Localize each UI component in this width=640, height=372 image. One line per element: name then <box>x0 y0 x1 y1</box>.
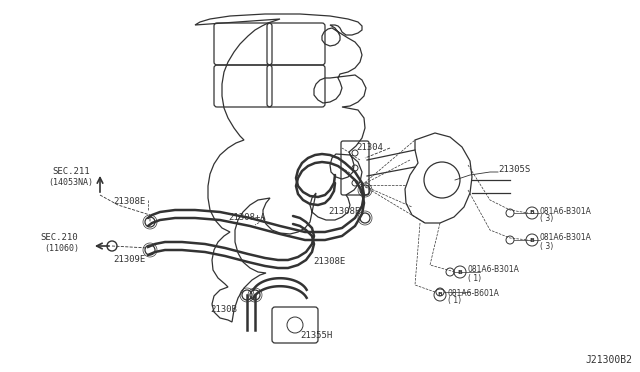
Text: ( 1): ( 1) <box>448 296 461 305</box>
Text: 21304: 21304 <box>356 142 383 151</box>
Text: (11060): (11060) <box>44 244 79 253</box>
Text: ( 3): ( 3) <box>540 241 553 250</box>
Text: 081A6-B301A: 081A6-B301A <box>540 234 592 243</box>
Text: 081A6-B301A: 081A6-B301A <box>540 206 592 215</box>
Text: 21308E: 21308E <box>313 257 345 266</box>
Text: SEC.210: SEC.210 <box>40 232 77 241</box>
Text: 2130B: 2130B <box>210 305 237 314</box>
Text: ( 3): ( 3) <box>540 215 553 224</box>
Text: B: B <box>458 269 463 275</box>
Text: B: B <box>529 237 534 243</box>
Text: 081A6-B301A: 081A6-B301A <box>468 266 520 275</box>
Text: SEC.211: SEC.211 <box>52 167 90 176</box>
Text: 21355H: 21355H <box>300 331 332 340</box>
Text: 21308+A: 21308+A <box>228 214 266 222</box>
Text: B: B <box>438 292 442 298</box>
Text: B: B <box>529 211 534 215</box>
Text: 21308E: 21308E <box>328 208 360 217</box>
Text: 21305S: 21305S <box>498 166 531 174</box>
Text: ( 1): ( 1) <box>468 273 481 282</box>
Text: 21308E: 21308E <box>113 198 145 206</box>
Text: J21300B2: J21300B2 <box>585 355 632 365</box>
Text: 21309E: 21309E <box>113 256 145 264</box>
Text: 081A6-B601A: 081A6-B601A <box>448 289 500 298</box>
Text: (14053NA): (14053NA) <box>48 177 93 186</box>
